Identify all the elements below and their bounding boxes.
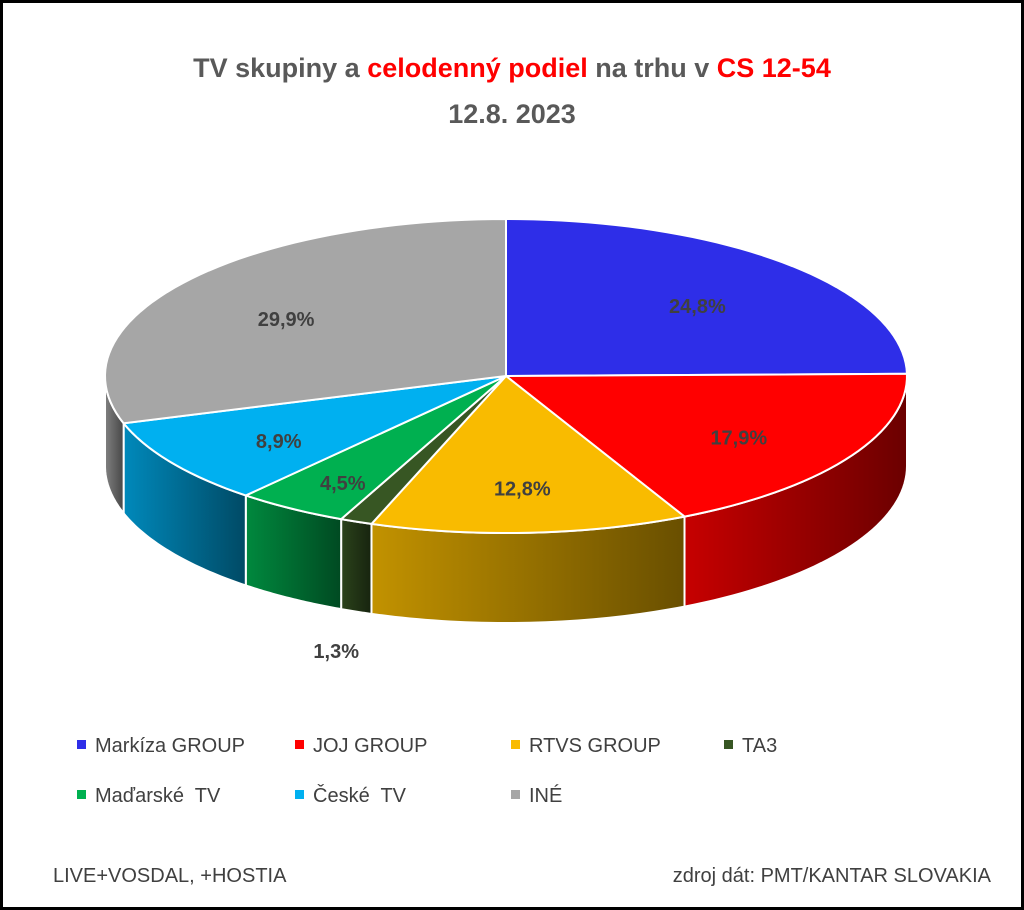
legend-item-3: TA3 <box>724 735 777 758</box>
pie-slice-2 <box>370 375 686 534</box>
chart-title: TV skupiny a celodenný podiel na trhu v … <box>3 53 1021 84</box>
footer-source: zdroj dát: PMT/KANTAR SLOVAKIA <box>672 865 991 887</box>
legend-item-5: České TV <box>295 785 406 808</box>
legend-label-2: RTVS GROUP <box>529 735 661 757</box>
legend-label-1: JOJ GROUP <box>313 735 428 757</box>
title-part-3: na trhu v <box>587 53 717 83</box>
data-label-5: 8,9% <box>256 431 302 453</box>
legend-marker-4 <box>77 790 86 800</box>
legend-label-5: České TV <box>313 785 406 807</box>
legend-item-4: Maďarské TV <box>77 785 220 808</box>
legend-item-1: JOJ GROUP <box>295 735 427 758</box>
legend-item-2: RTVS GROUP <box>511 735 661 758</box>
legend-label-4: Maďarské TV <box>95 785 221 807</box>
legend-marker-2 <box>511 740 520 750</box>
title-part-4: CS 12-54 <box>716 53 831 83</box>
data-label-2: 12,8% <box>494 479 551 501</box>
pie-slice-0 <box>505 218 908 377</box>
pie-slice-6 <box>104 218 507 425</box>
chart-subtitle-date: 12.8. 2023 <box>448 99 576 129</box>
data-label-6: 29,9% <box>258 309 315 331</box>
pie-slice-5 <box>122 375 507 497</box>
legend-item-0: Markíza GROUP <box>77 735 245 758</box>
data-label-4: 4,5% <box>320 473 366 495</box>
legend-marker-6 <box>511 790 520 800</box>
legend-label-6: INÉ <box>529 785 563 807</box>
title-part-1: TV skupiny a <box>193 53 368 83</box>
legend-label-0: Markíza GROUP <box>95 735 246 757</box>
data-label-1: 17,9% <box>710 428 767 450</box>
legend-marker-1 <box>295 740 304 750</box>
legend-marker-0 <box>77 740 86 750</box>
legend-item-6: INÉ <box>511 785 562 808</box>
data-label-0: 24,8% <box>669 296 726 318</box>
pie-slice-1 <box>505 372 908 518</box>
legend-marker-5 <box>295 790 304 800</box>
footer-left-note: LIVE+VOSDAL, +HOSTIA <box>53 865 287 887</box>
pie-chart: 24,8% 17,9% 12,8% 1,3% 4,5% 8,9% 29,9% <box>104 218 908 663</box>
pie-slice-4 <box>244 375 507 521</box>
data-label-3: 1,3% <box>313 641 359 663</box>
title-part-2: celodenný podiel <box>367 53 588 83</box>
legend-label-3: TA3 <box>742 735 778 757</box>
legend-marker-3 <box>724 740 733 750</box>
pie-side-3 <box>340 517 373 616</box>
